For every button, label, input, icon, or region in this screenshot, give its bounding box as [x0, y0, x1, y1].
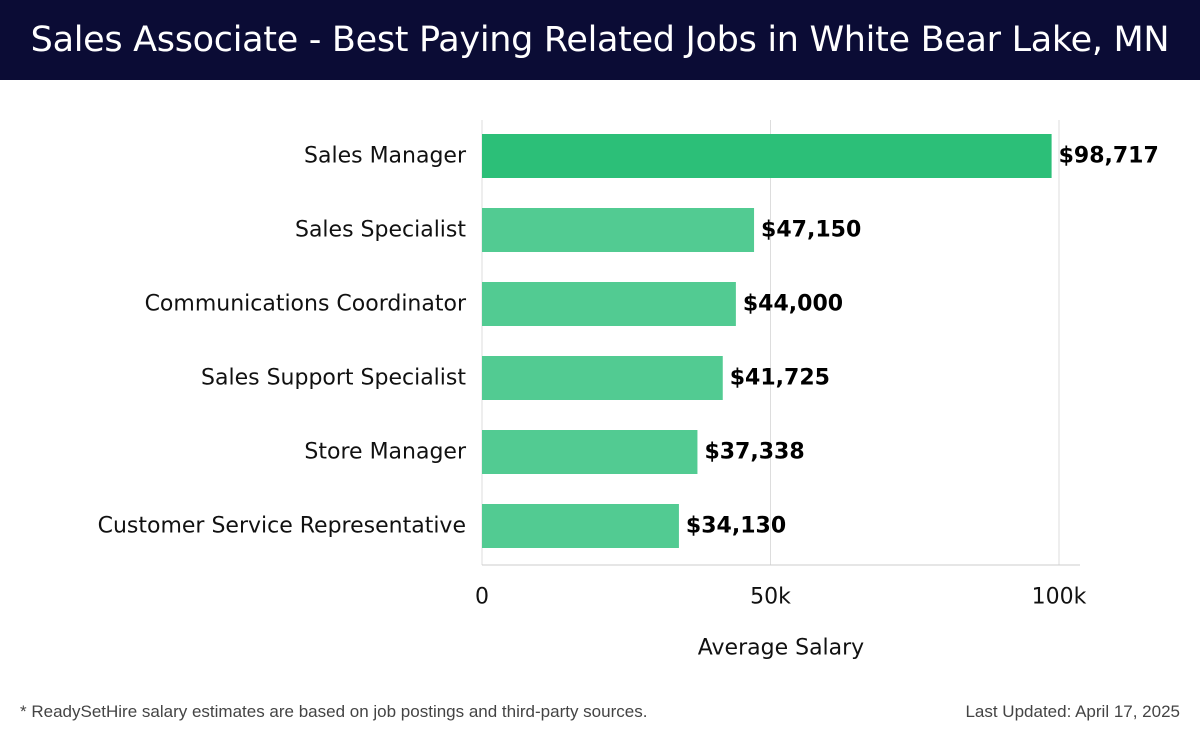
category-label-3: Sales Support Specialist: [201, 366, 466, 391]
bar-3: [482, 356, 723, 400]
value-label-4: $37,338: [704, 440, 804, 465]
title-banner: Sales Associate - Best Paying Related Jo…: [0, 0, 1200, 80]
x-tick-label-1: 50k: [750, 585, 791, 610]
x-tick-label-0: 0: [475, 585, 489, 610]
page-title: Sales Associate - Best Paying Related Jo…: [30, 20, 1170, 60]
x-axis-title: Average Salary: [698, 636, 864, 661]
bar-0: [482, 134, 1052, 178]
bar-2: [482, 282, 736, 326]
value-label-0: $98,717: [1059, 144, 1159, 169]
last-updated: Last Updated: April 17, 2025: [965, 702, 1180, 721]
bar-5: [482, 504, 679, 548]
x-tick-label-2: 100k: [1032, 585, 1087, 610]
bar-4: [482, 430, 698, 474]
bar-1: [482, 208, 755, 252]
salary-bar-chart: Sales Manager $98,717 Sales Specialist $47,…: [98, 120, 1159, 661]
category-label-1: Sales Specialist: [295, 218, 466, 243]
value-label-1: $47,150: [761, 218, 861, 243]
category-label-2: Communications Coordinator: [145, 292, 467, 317]
category-label-4: Store Manager: [304, 440, 467, 465]
footer-note: * ReadySetHire salary estimates are base…: [20, 702, 648, 721]
value-label-5: $34,130: [686, 514, 786, 539]
value-label-2: $44,000: [743, 292, 843, 317]
category-label-0: Sales Manager: [304, 144, 467, 169]
value-label-3: $41,725: [730, 366, 830, 391]
category-label-5: Customer Service Representative: [98, 514, 466, 539]
